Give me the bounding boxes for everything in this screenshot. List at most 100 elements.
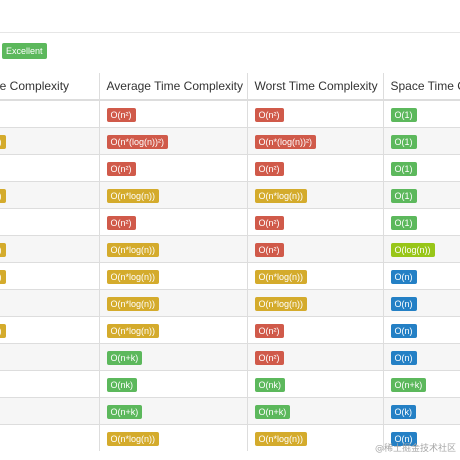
table-cell-average-time: O(n²): [99, 154, 248, 182]
complexity-badge: O(nk): [106, 378, 137, 392]
complexity-badge: O(n²): [106, 216, 136, 230]
table-cell-worst-time: O(n*(log(n))²): [247, 127, 384, 155]
table-cell-space-time: O(1): [383, 181, 460, 209]
complexity-badge: O(n*log(n)): [106, 297, 160, 311]
complexity-badge: O(n*log(n)): [254, 297, 308, 311]
complexity-badge: O(n*log(n)): [254, 432, 308, 446]
table-row: O(n+k) O(n+k) O(n+k) O(k): [0, 397, 460, 425]
table-cell-space-time: O(n): [383, 343, 460, 371]
table-cell-space-time: O(1): [383, 127, 460, 155]
complexity-badge: O(n²): [254, 351, 284, 365]
table-cell-worst-time: O(n*log(n)): [247, 424, 384, 451]
complexity-table: Best Time Complexity Average Time Comple…: [0, 73, 460, 451]
table-cell-space-time: O(n): [383, 424, 460, 451]
complexity-badge: O(n*log(n)): [254, 189, 308, 203]
table-cell-best-time: O(n*log(n)): [0, 235, 100, 263]
header-worst-time: Worst Time Complexity: [247, 73, 384, 101]
table-cell-space-time: O(n+k): [383, 370, 460, 398]
table-row: O(n*log(n)) O(n*log(n)) O(n*log(n)) O(n): [0, 262, 460, 290]
table-cell-space-time: O(n): [383, 262, 460, 290]
complexity-badge: O(n+k): [390, 378, 427, 392]
table-row: O(n) O(n²) O(n²) O(1): [0, 208, 460, 236]
complexity-badge: O(n*log(n)): [106, 189, 160, 203]
table-cell-worst-time: O(n²): [247, 316, 384, 344]
header-space-time: Space Time Complexity: [383, 73, 460, 101]
divider: [0, 32, 460, 33]
table-row: O(n*log(n)) O(n*(log(n))²) O(n*(log(n))²) O…: [0, 127, 460, 155]
table-cell-worst-time: O(n*log(n)): [247, 289, 384, 317]
table-cell-best-time: O(nk): [0, 370, 100, 398]
complexity-badge: O(1): [390, 108, 417, 122]
complexity-badge: O(n²): [106, 108, 136, 122]
complexity-badge: O(n*log(n)): [106, 243, 160, 257]
table-cell-space-time: O(1): [383, 99, 460, 128]
table-cell-worst-time: O(n²): [247, 343, 384, 371]
table-cell-best-time: O(n+k): [0, 343, 100, 371]
table-cell-space-time: O(k): [383, 397, 460, 425]
complexity-badge: O(n²): [106, 162, 136, 176]
table-cell-space-time: O(1): [383, 208, 460, 236]
header-best-time: Best Time Complexity: [0, 73, 100, 101]
complexity-badge: O(n*log(n)): [0, 189, 6, 203]
table-row: O(n) O(n*log(n)) O(n*log(n)) O(n): [0, 424, 460, 451]
complexity-badge: O(n): [390, 351, 417, 365]
table-cell-best-time: O(n): [0, 208, 100, 236]
table-cell-worst-time: O(n+k): [247, 397, 384, 425]
table-cell-space-time: O(log(n)): [383, 235, 460, 263]
complexity-badge: O(1): [390, 189, 417, 203]
table-cell-best-time: O(n²): [0, 154, 100, 182]
table-cell-average-time: O(n²): [99, 208, 248, 236]
table-cell-best-time: O(n*log(n)): [0, 181, 100, 209]
table-cell-worst-time: O(n²): [247, 154, 384, 182]
table-row: O(n) O(n²) O(n²) O(1): [0, 99, 460, 128]
table-cell-worst-time: O(n*log(n)): [247, 262, 384, 290]
complexity-badge: O(nk): [254, 378, 285, 392]
watermark: @稀土掘金技术社区: [374, 444, 456, 454]
table-row: O(n*log(n)) O(n*log(n)) O(n²) O(log(n)): [0, 235, 460, 263]
table-cell-average-time: O(n+k): [99, 397, 248, 425]
table-cell-average-time: O(n*log(n)): [99, 235, 248, 263]
table-body: O(n) O(n²) O(n²) O(1) O(n*log(n)) O(n*(log(n)…: [0, 99, 460, 451]
complexity-badge: O(n+k): [254, 405, 291, 419]
complexity-badge: O(n*log(n)): [0, 243, 6, 257]
table-cell-average-time: O(n*log(n)): [99, 289, 248, 317]
complexity-badge: O(n*log(n)): [0, 135, 6, 149]
complexity-table-wrapper: Best Time Complexity Average Time Comple…: [0, 73, 460, 451]
table-row: O(n²) O(n²) O(n²) O(1): [0, 154, 460, 182]
header-average-time: Average Time Complexity: [99, 73, 248, 101]
complexity-badge: O(n²): [254, 162, 284, 176]
complexity-badge: O(n²): [254, 243, 284, 257]
table-cell-average-time: O(n+k): [99, 343, 248, 371]
table-cell-average-time: O(n*(log(n))²): [99, 127, 248, 155]
complexity-badge: O(k): [390, 405, 416, 419]
complexity-badge: O(1): [390, 216, 417, 230]
complexity-badge: O(n²): [254, 216, 284, 230]
table-cell-worst-time: O(n²): [247, 235, 384, 263]
table-cell-best-time: O(n+k): [0, 397, 100, 425]
table-cell-best-time: O(n): [0, 424, 100, 451]
table-cell-worst-time: O(n²): [247, 208, 384, 236]
complexity-badge: O(n): [390, 432, 417, 446]
table-row: O(n*log(n)) O(n*log(n)) O(n²) O(n): [0, 316, 460, 344]
complexity-badge: O(n²): [254, 108, 284, 122]
table-cell-best-time: O(n*log(n)): [0, 262, 100, 290]
complexity-badge: O(n): [390, 270, 417, 284]
complexity-badge: O(n): [390, 324, 417, 338]
table-cell-average-time: O(n*log(n)): [99, 424, 248, 451]
complexity-badge: O(log(n)): [390, 243, 435, 257]
table-header-row: Best Time Complexity Average Time Comple…: [0, 73, 460, 101]
table-row: O(nk) O(nk) O(nk) O(n+k): [0, 370, 460, 398]
complexity-badge: O(n*log(n)): [106, 432, 160, 446]
table-cell-average-time: O(n*log(n)): [99, 316, 248, 344]
complexity-badge: O(1): [390, 135, 417, 149]
table-cell-best-time: O(n*log(n)): [0, 316, 100, 344]
complexity-badge: O(n*log(n)): [254, 270, 308, 284]
table-cell-average-time: O(n²): [99, 99, 248, 128]
complexity-badge: O(n+k): [106, 405, 143, 419]
complexity-badge: O(n*log(n)): [0, 270, 6, 284]
complexity-badge: O(n²): [254, 324, 284, 338]
complexity-badge: O(n*(log(n))²): [254, 135, 317, 149]
table-cell-space-time: O(n): [383, 289, 460, 317]
table-cell-best-time: O(n): [0, 99, 100, 128]
